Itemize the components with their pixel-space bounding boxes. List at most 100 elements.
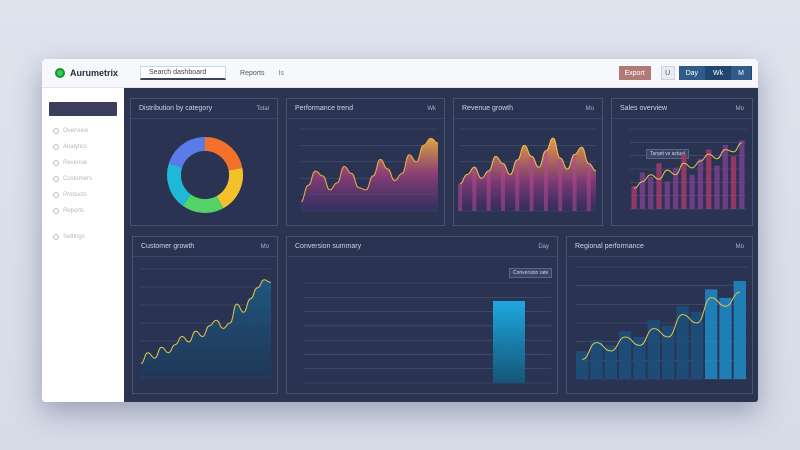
avatar[interactable]: U: [660, 66, 675, 80]
bar: [706, 149, 712, 209]
dashboard-window: Aurumetrix Search dashboard Reports Is E…: [42, 59, 758, 402]
donut-slice: [216, 167, 243, 209]
bar: [648, 177, 654, 209]
bar: [515, 159, 520, 211]
bar: [739, 140, 745, 209]
sidebar-item-label: Overview: [63, 128, 89, 134]
bar: [529, 156, 534, 211]
series-line: [459, 137, 597, 185]
sidebar-item-label: Revenue: [63, 160, 88, 166]
wallet-icon: [53, 160, 59, 166]
bar: [543, 150, 548, 211]
panel-meta[interactable]: Wk: [427, 105, 436, 112]
bar: [590, 339, 603, 379]
panel-title: Customer growth: [141, 243, 195, 250]
sidebar: Overview Analytics Revenue Customers Pro…: [42, 88, 124, 402]
bar: [719, 297, 732, 379]
sidebar-item-label: Settings: [63, 234, 85, 240]
conversion-bar-chart: [303, 282, 551, 384]
chart-icon: [53, 144, 59, 150]
panel-title: Distribution by category: [139, 105, 213, 112]
period-week-button[interactable]: Wk: [706, 66, 732, 80]
bar: [676, 306, 689, 379]
bar: [690, 311, 703, 379]
bar: [558, 158, 563, 211]
bar: [705, 289, 718, 379]
panel-meta[interactable]: Mo: [735, 243, 744, 250]
bar: [619, 331, 632, 379]
sidebar-item-customers[interactable]: Customers: [53, 176, 92, 182]
nav-link-reports[interactable]: Reports: [240, 69, 265, 77]
customer-line-chart: [140, 268, 272, 378]
bar: [604, 345, 617, 379]
bar: [639, 172, 646, 209]
panel-meta[interactable]: Total: [256, 105, 269, 112]
nav-link-extra[interactable]: Is: [278, 69, 284, 77]
period-day-button[interactable]: Day: [678, 66, 707, 80]
area-fill: [141, 279, 271, 377]
area-fill: [301, 138, 438, 211]
bar: [486, 170, 491, 211]
sidebar-item-label: Reports: [63, 208, 85, 214]
legend-tag: Conversion rate: [509, 268, 553, 278]
bar: [493, 301, 525, 383]
bar: [672, 167, 679, 209]
period-selector: Day Wk M: [678, 66, 752, 80]
sidebar-item-settings[interactable]: Settings: [53, 234, 85, 240]
bar: [633, 337, 646, 379]
panel-meta[interactable]: Mo: [585, 105, 594, 112]
gear-icon: [53, 234, 59, 240]
panel-meta[interactable]: Day: [538, 243, 549, 250]
period-month-button[interactable]: M: [731, 66, 752, 80]
sidebar-item-overview[interactable]: Overview: [53, 128, 88, 134]
series-line: [582, 291, 740, 360]
sidebar-item-reports[interactable]: Reports: [53, 208, 84, 214]
bar: [733, 281, 746, 379]
donut-slice: [167, 163, 192, 206]
panel-meta[interactable]: Mo: [260, 243, 269, 250]
donut-slice: [168, 137, 206, 169]
donut-slice: [204, 137, 243, 171]
bar: [689, 174, 695, 209]
brand-logo-icon: [55, 68, 65, 78]
bar: [730, 156, 737, 209]
customer-chart-panel: Customer growth Mo: [132, 236, 278, 394]
sidebar-item-label: Analytics: [63, 144, 88, 150]
sales-bar-chart: [630, 128, 746, 210]
search-input[interactable]: Search dashboard: [140, 66, 227, 80]
bar: [572, 154, 577, 211]
panel-meta[interactable]: Mo: [735, 105, 744, 112]
sidebar-item-label: Products: [63, 192, 87, 198]
series-line: [140, 279, 272, 364]
regional-chart-panel: Regional performance Mo: [566, 236, 753, 394]
file-icon: [53, 208, 59, 214]
donut-chart-panel: Distribution by category Total: [130, 98, 278, 226]
bar: [722, 145, 728, 209]
export-button[interactable]: Export: [618, 66, 651, 80]
home-icon: [53, 128, 59, 134]
conversion-chart-panel: Conversion summary Day Conversion rate: [286, 236, 558, 394]
series-line: [300, 137, 439, 203]
sidebar-item-revenue[interactable]: Revenue: [53, 160, 87, 166]
panel-title: Regional performance: [575, 243, 644, 250]
bar: [697, 158, 704, 209]
bar: [714, 165, 720, 209]
users-icon: [53, 176, 59, 182]
sidebar-item-products[interactable]: Products: [53, 192, 87, 198]
sidebar-active-item[interactable]: [49, 102, 117, 116]
donut-chart: [167, 137, 243, 213]
bar: [472, 167, 477, 211]
panel-title: Sales overview: [620, 105, 668, 112]
bar: [681, 154, 687, 209]
brand-name: Aurumetrix: [70, 68, 119, 78]
bar: [647, 320, 660, 379]
sidebar-item-label: Customers: [63, 176, 93, 182]
bar: [458, 183, 462, 211]
top-bar: Aurumetrix Search dashboard Reports Is E…: [42, 59, 758, 88]
bar: [576, 351, 589, 379]
series-line: [634, 142, 742, 189]
legend-tag: Target vs actual: [646, 149, 690, 159]
revenue-chart-panel: Revenue growth Mo: [453, 98, 603, 226]
sidebar-item-analytics[interactable]: Analytics: [53, 144, 87, 150]
panel-title: Revenue growth: [462, 105, 513, 112]
